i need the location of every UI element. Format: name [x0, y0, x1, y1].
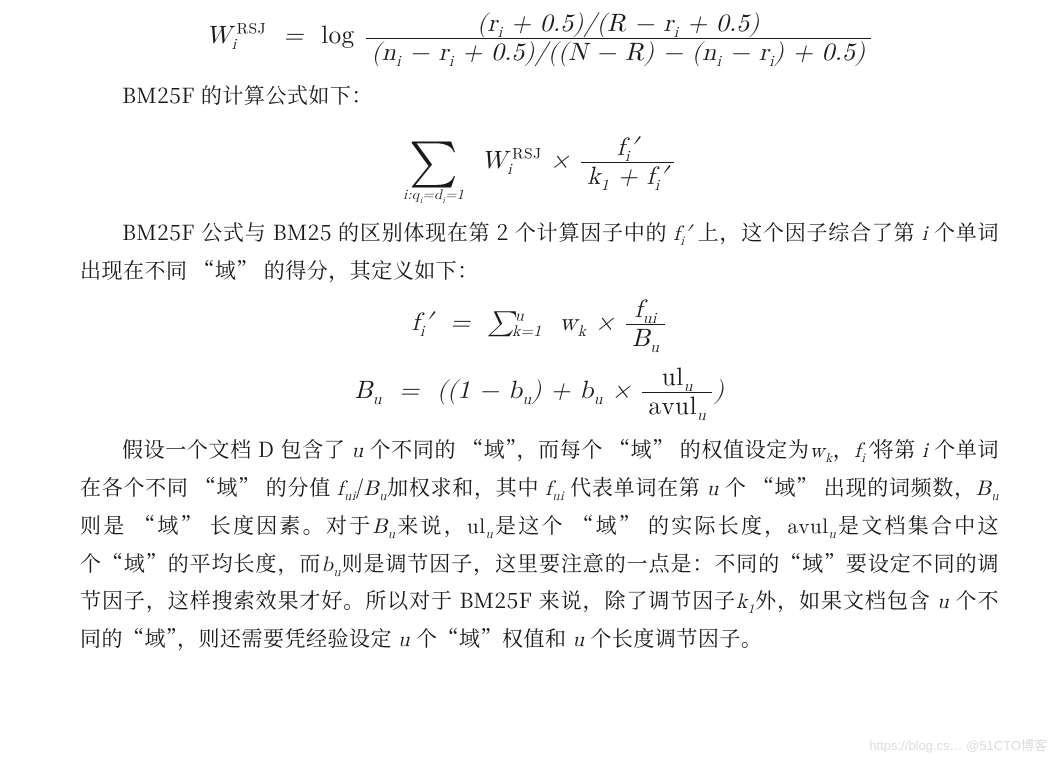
equation-bm25f-score: ∑i:qi=di=1 WiRSJ × fi′k1 + fi′	[80, 122, 999, 203]
paragraph-intro-bm25f: BM25F 的计算公式如下：	[80, 78, 999, 114]
equation-fi-prime: fi′ = ∑uk=1 wk × fuiBu	[80, 296, 999, 352]
equation-rsj-weight: WiRSJ = log (ri + 0.5)/(R − ri + 0.5)(ni…	[80, 10, 999, 66]
document-page: WiRSJ = log (ri + 0.5)/(R − ri + 0.5)(ni…	[0, 0, 1059, 763]
paragraph-explanation: 假设一个文档 D 包含了 u 个不同的 “域”，而每个 “域” 的权值设定为wk…	[80, 432, 999, 658]
eq4-math: Bu = ((1 − bu) + bu × uluavulu)	[355, 378, 725, 403]
eq2-math: ∑i:qi=di=1 WiRSJ × fi′k1 + fi′	[403, 148, 676, 173]
equation-bu: Bu = ((1 − bu) + bu × uluavulu)	[80, 364, 999, 420]
eq3-math: fi′ = ∑uk=1 wk × fuiBu	[412, 310, 668, 335]
eq1-math: WiRSJ = log (ri + 0.5)/(R − ri + 0.5)(ni…	[206, 23, 874, 48]
paragraph-fi-definition: BM25F 公式与 BM25 的区别体现在第 2 个计算因子中的 fi′ 上，这…	[80, 215, 999, 288]
watermark-text: https://blog.cs… @51CTO博客	[869, 735, 1047, 757]
